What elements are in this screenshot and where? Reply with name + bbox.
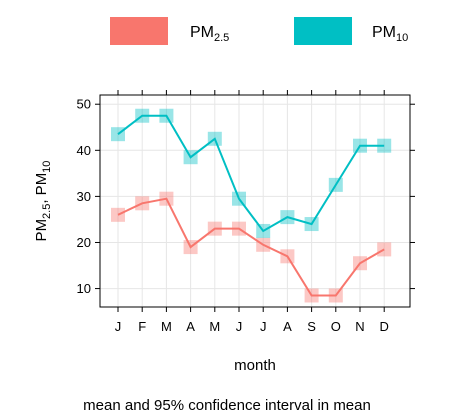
x-axis-title: month (234, 357, 276, 374)
legend-swatch-pm25[interactable] (110, 17, 168, 45)
y-tick-label: 20 (77, 235, 91, 250)
x-tick-label: O (331, 319, 341, 334)
x-tick-label: J (260, 319, 267, 334)
series-layer (111, 108, 392, 303)
y-tick-label: 10 (77, 281, 91, 296)
legend-label-pm25: PM2.5 (190, 24, 229, 44)
data-point[interactable] (377, 242, 392, 257)
x-tick-label: J (115, 319, 122, 334)
legend-swatch-pm10[interactable] (294, 17, 352, 45)
x-tick-label: F (138, 319, 146, 334)
x-tick-label: S (307, 319, 316, 334)
series-line (117, 114, 385, 233)
chart-caption: mean and 95% confidence interval in mean (83, 397, 371, 414)
y-axis-title: PM2.5, PM10 (33, 161, 53, 242)
series-pm10 (111, 108, 392, 238)
y-tick-label: 50 (77, 97, 91, 112)
x-tick-label: M (161, 319, 172, 334)
legend-label-pm10: PM10 (372, 24, 408, 44)
x-tick-label: M (209, 319, 220, 334)
grid (100, 95, 410, 307)
y-tick-label: 40 (77, 143, 91, 158)
x-tick-label: A (283, 319, 292, 334)
x-tick-label: J (236, 319, 243, 334)
x-tick-label: N (355, 319, 364, 334)
x-tick-label: D (380, 319, 389, 334)
series-pm25 (111, 191, 392, 303)
y-tick-label: 30 (77, 189, 91, 204)
x-tick-label: A (186, 319, 195, 334)
legend: PM2.5 PM10 (110, 17, 408, 45)
plot-frame (99, 94, 411, 308)
series-line (117, 197, 385, 297)
